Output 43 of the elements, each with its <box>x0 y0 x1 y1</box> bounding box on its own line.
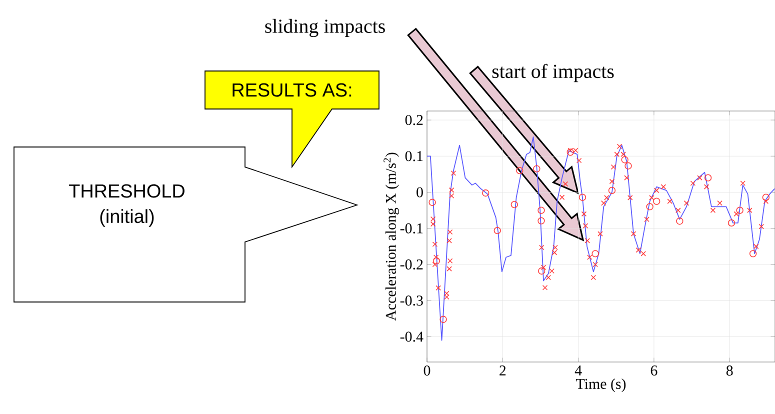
y-tick-label: 0.2 <box>405 114 423 126</box>
x-axis-title: Time (s) <box>576 378 626 392</box>
y-tick-label: -0.4 <box>400 332 424 342</box>
point <box>516 167 524 174</box>
x-tick-label: 4 <box>574 366 582 376</box>
x-tick-label: 8 <box>726 366 733 376</box>
y-tick-label: -0.1 <box>400 223 423 234</box>
point <box>428 198 436 206</box>
text: sliding impacts <box>265 18 385 38</box>
point <box>538 206 545 214</box>
point <box>538 217 545 224</box>
point <box>676 218 684 225</box>
text: THRESHOLD <box>69 184 184 198</box>
y-tick-label: -0.3 <box>400 296 423 306</box>
point <box>624 162 632 170</box>
y-tick-label: 0.1 <box>405 151 423 162</box>
text: (initial) <box>100 209 154 227</box>
point <box>736 206 744 214</box>
point <box>728 219 736 227</box>
x-tick-label: 2 <box>500 366 506 376</box>
y-tick-label: -0.2 <box>400 259 423 270</box>
point <box>592 250 599 258</box>
y-axis-title: Acceleration along X (m/s$^{2}$) <box>384 152 399 321</box>
text: RESULTS AS: <box>232 83 352 97</box>
point <box>538 267 546 275</box>
point <box>762 194 770 201</box>
text: start of impacts <box>492 64 614 82</box>
point <box>608 186 616 194</box>
x-tick-label: 6 <box>650 366 658 376</box>
point <box>432 257 440 264</box>
point <box>646 203 654 210</box>
x-tick-label: 0 <box>424 366 430 376</box>
point <box>440 316 447 323</box>
point <box>578 194 586 201</box>
point <box>749 250 757 258</box>
point <box>621 156 628 164</box>
point <box>704 174 712 182</box>
point <box>510 200 518 208</box>
point <box>494 226 501 234</box>
point <box>482 189 490 197</box>
point <box>533 165 540 172</box>
y-tick-label: 0 <box>416 187 423 198</box>
point <box>653 198 660 205</box>
